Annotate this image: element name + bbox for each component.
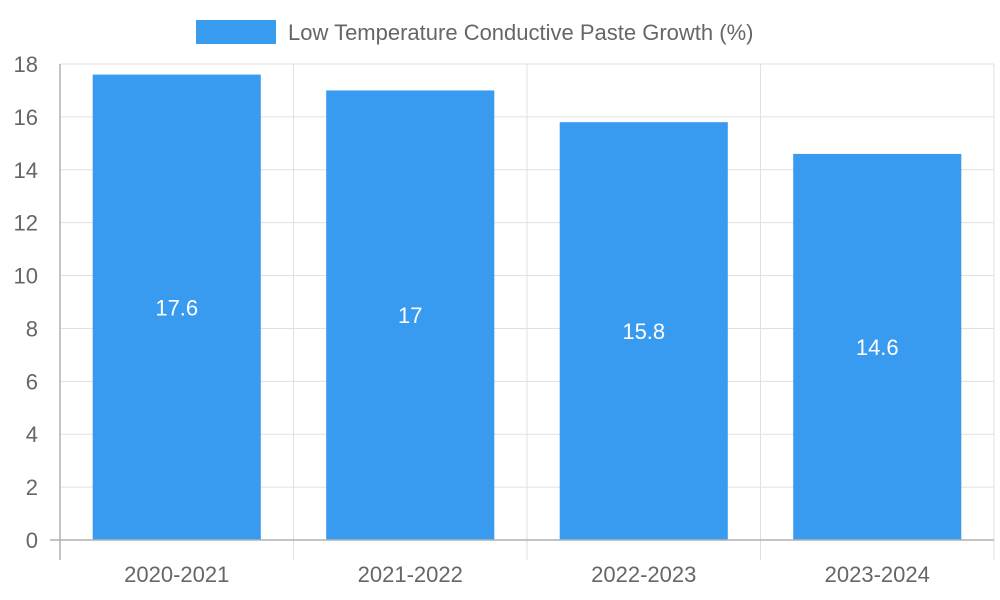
legend[interactable]: Low Temperature Conductive Paste Growth … [196,20,753,45]
bar-2021-2022[interactable] [326,90,495,540]
y-tick-label: 4 [26,422,38,447]
bar-2023-2024[interactable] [793,153,962,540]
x-tick-label: 2021-2022 [358,562,463,587]
y-tick-label: 18 [14,52,38,77]
y-tick-label: 14 [14,158,38,183]
bar-value-label: 14.6 [856,335,899,360]
bar-2022-2023[interactable] [559,122,728,540]
bar-value-label: 17.6 [155,295,198,320]
legend-swatch [196,20,276,44]
axes [50,64,994,560]
x-tick-label: 2020-2021 [124,562,229,587]
y-tick-label: 6 [26,369,38,394]
legend-label: Low Temperature Conductive Paste Growth … [288,20,753,45]
y-tick-label: 0 [26,528,38,553]
y-tick-label: 10 [14,264,38,289]
x-tick-label: 2023-2024 [825,562,930,587]
bar-value-label: 17 [398,303,422,328]
labels: 0 2 4 6 8 10 12 14 16 18 17.6 2020-2021 17 2021-2022 1… [14,52,930,587]
x-tick-label: 2022-2023 [591,562,696,587]
y-tick-label: 8 [26,316,38,341]
y-tick-label: 16 [14,105,38,130]
bar-2020-2021[interactable] [92,74,261,541]
bar-value-label: 15.8 [622,319,665,344]
y-tick-label: 12 [14,211,38,236]
y-tick-label: 2 [26,475,38,500]
bars [92,74,962,541]
